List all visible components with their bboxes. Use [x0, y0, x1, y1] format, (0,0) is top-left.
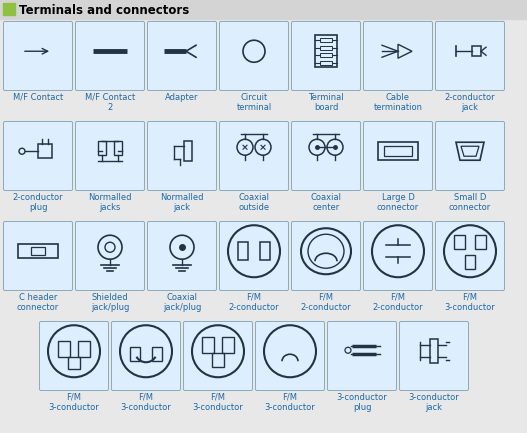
Text: Shielded
jack/plug: Shielded jack/plug: [91, 293, 129, 312]
FancyBboxPatch shape: [364, 222, 433, 291]
FancyBboxPatch shape: [4, 22, 73, 90]
Bar: [315, 35, 337, 67]
Text: Small D
connector: Small D connector: [449, 193, 491, 213]
FancyBboxPatch shape: [291, 122, 360, 191]
Text: F/M
2-conductor: F/M 2-conductor: [229, 293, 279, 312]
Bar: [378, 142, 418, 160]
FancyBboxPatch shape: [291, 222, 360, 291]
Text: 3-conductor
jack: 3-conductor jack: [408, 393, 460, 412]
Text: F/M
3-conductor: F/M 3-conductor: [121, 393, 171, 412]
FancyBboxPatch shape: [435, 22, 504, 90]
FancyBboxPatch shape: [148, 222, 217, 291]
Bar: [58, 341, 70, 357]
FancyBboxPatch shape: [435, 222, 504, 291]
Bar: [320, 53, 332, 57]
Text: Large D
connector: Large D connector: [377, 193, 419, 213]
Text: F/M
2-conductor: F/M 2-conductor: [373, 293, 423, 312]
Text: Terminal
board: Terminal board: [308, 93, 344, 113]
Text: Cable
termination: Cable termination: [374, 93, 423, 113]
Bar: [114, 141, 122, 155]
Bar: [222, 337, 234, 353]
FancyBboxPatch shape: [364, 122, 433, 191]
Bar: [31, 247, 45, 255]
FancyBboxPatch shape: [75, 122, 144, 191]
Text: Coaxial
jack/plug: Coaxial jack/plug: [163, 293, 201, 312]
FancyBboxPatch shape: [75, 22, 144, 90]
Bar: [0, 0, 527, 19]
Text: Circuit
terminal: Circuit terminal: [237, 93, 271, 113]
Bar: [320, 38, 332, 42]
Bar: [68, 357, 80, 369]
Text: F/M
3-conductor: F/M 3-conductor: [193, 393, 243, 412]
Text: F/M
3-conductor: F/M 3-conductor: [265, 393, 315, 412]
Text: M/F Contact: M/F Contact: [13, 93, 63, 102]
Bar: [130, 347, 140, 361]
Bar: [202, 337, 214, 353]
FancyBboxPatch shape: [364, 22, 433, 90]
Text: Coaxial
outside: Coaxial outside: [238, 193, 270, 213]
Bar: [472, 46, 481, 56]
Text: Terminals and connectors: Terminals and connectors: [19, 3, 189, 16]
Bar: [98, 141, 106, 155]
Bar: [78, 341, 90, 357]
Bar: [152, 347, 162, 361]
Bar: [184, 141, 192, 161]
Text: F/M
3-conductor: F/M 3-conductor: [48, 393, 100, 412]
FancyBboxPatch shape: [183, 321, 252, 391]
Bar: [320, 46, 332, 50]
Bar: [238, 242, 248, 260]
Text: 2-conductor
jack: 2-conductor jack: [445, 93, 495, 113]
Bar: [475, 235, 486, 249]
Text: M/F Contact
2: M/F Contact 2: [85, 93, 135, 113]
Bar: [18, 244, 58, 258]
Bar: [465, 255, 475, 269]
Bar: [430, 339, 438, 363]
FancyBboxPatch shape: [148, 22, 217, 90]
FancyBboxPatch shape: [220, 222, 288, 291]
Text: F/M
3-conductor: F/M 3-conductor: [445, 293, 495, 312]
FancyBboxPatch shape: [291, 22, 360, 90]
Bar: [320, 61, 332, 65]
FancyBboxPatch shape: [399, 321, 469, 391]
Text: F/M
2-conductor: F/M 2-conductor: [301, 293, 352, 312]
FancyBboxPatch shape: [148, 122, 217, 191]
Bar: [38, 144, 52, 158]
Bar: [454, 235, 465, 249]
FancyBboxPatch shape: [4, 122, 73, 191]
FancyBboxPatch shape: [220, 22, 288, 90]
Text: Normalled
jack: Normalled jack: [160, 193, 204, 213]
Text: Coaxial
center: Coaxial center: [310, 193, 341, 213]
Text: 3-conductor
plug: 3-conductor plug: [337, 393, 387, 412]
FancyBboxPatch shape: [112, 321, 181, 391]
Text: C header
connector: C header connector: [17, 293, 59, 312]
Text: Normalled
jacks: Normalled jacks: [88, 193, 132, 213]
FancyBboxPatch shape: [435, 122, 504, 191]
Bar: [384, 146, 412, 156]
Text: Adapter: Adapter: [165, 93, 199, 102]
FancyBboxPatch shape: [4, 222, 73, 291]
FancyBboxPatch shape: [256, 321, 325, 391]
FancyBboxPatch shape: [40, 321, 109, 391]
Text: 2-conductor
plug: 2-conductor plug: [13, 193, 63, 213]
Bar: [212, 353, 224, 367]
FancyBboxPatch shape: [327, 321, 396, 391]
FancyBboxPatch shape: [75, 222, 144, 291]
Bar: [260, 242, 270, 260]
Bar: [3, 3, 15, 15]
FancyBboxPatch shape: [220, 122, 288, 191]
